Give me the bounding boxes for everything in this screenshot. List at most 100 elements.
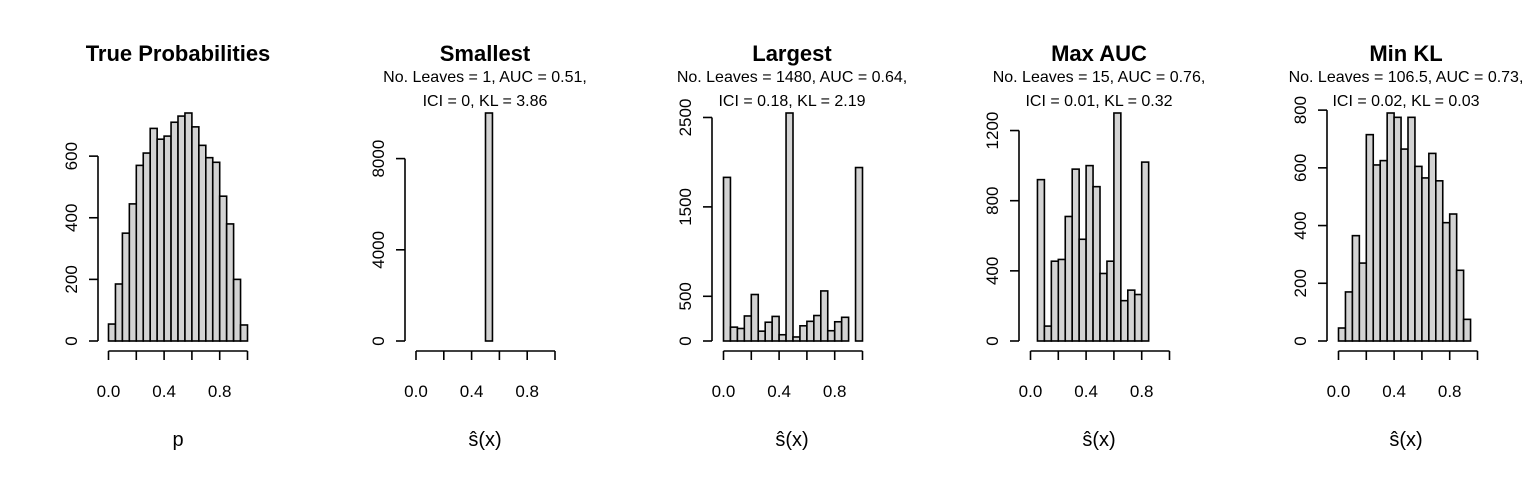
histogram-bar [785, 112, 794, 342]
histogram-bar [1099, 272, 1108, 342]
panel-4: Max AUC No. Leaves = 15, AUC = 0.76, ICI =… [983, 41, 1205, 451]
histogram-bar [764, 321, 773, 342]
histogram-bar [121, 232, 131, 342]
histogram-bar [1078, 238, 1087, 342]
x-axis-label: ŝ(x) [468, 429, 501, 451]
histogram-bar [1414, 165, 1423, 342]
histogram-bar [1036, 178, 1046, 342]
histogram-bar [1372, 164, 1381, 342]
histogram-bar [239, 324, 249, 342]
histogram-bar [1400, 148, 1409, 342]
y-tick-label: 500 [676, 282, 695, 310]
histogram-bar [1113, 112, 1122, 342]
histogram-bar [1085, 164, 1094, 342]
histogram-bar [757, 330, 766, 342]
histogram-bar [218, 195, 228, 342]
histogram-bar [191, 126, 200, 342]
x-tick-label: 0.8 [208, 382, 232, 401]
y-tick-label: 800 [983, 187, 1002, 215]
y-tick-label: 0 [983, 336, 1002, 345]
y-tick-label: 2500 [676, 99, 695, 137]
panel-subtitle-line: No. Leaves = 106.5, AUC = 0.73, [1289, 69, 1524, 86]
histogram-bar [1057, 258, 1067, 342]
histogram-bar [135, 164, 145, 342]
histogram-bar [142, 152, 151, 342]
y-tick-label: 0 [676, 336, 695, 345]
histogram-bar [177, 115, 186, 342]
histogram-bar [128, 203, 138, 342]
x-axis-label: ŝ(x) [775, 429, 808, 451]
histogram-bar [826, 329, 836, 342]
x-tick-label: 0.0 [1327, 382, 1351, 401]
y-tick-label: 200 [1291, 269, 1310, 297]
y-tick-label: 800 [1291, 96, 1310, 124]
histogram-bar [806, 320, 815, 342]
histogram-bar [1441, 221, 1451, 342]
x-tick-label: 0.4 [767, 382, 791, 401]
histogram-bar [833, 320, 843, 342]
y-tick-label: 400 [62, 204, 81, 232]
histogram-bar [813, 314, 822, 342]
x-tick-label: 0.4 [1382, 382, 1406, 401]
y-tick-label: 400 [1291, 211, 1310, 239]
histogram-bar [1351, 234, 1361, 342]
y-tick-label: 0 [62, 336, 81, 345]
histogram-bar [232, 278, 242, 342]
x-tick-label: 0.0 [404, 382, 428, 401]
histogram-bar [722, 176, 732, 342]
histogram-bar [1365, 133, 1375, 342]
histogram-bar [1358, 262, 1368, 342]
histogram-bar [1407, 116, 1416, 342]
panel-subtitle-line: No. Leaves = 15, AUC = 0.76, [993, 69, 1206, 86]
panel-subtitle-line: No. Leaves = 1, AUC = 0.51, [383, 69, 587, 86]
panel-subtitle-line: No. Leaves = 1480, AUC = 0.64, [677, 69, 907, 86]
histogram-bar [1120, 299, 1129, 342]
histogram-bar [1379, 159, 1388, 342]
y-tick-label: 600 [1291, 154, 1310, 182]
histogram-bar [1462, 318, 1472, 342]
histogram-bar [1448, 213, 1458, 342]
panel-title: Largest [752, 41, 832, 66]
y-tick-label: 600 [62, 142, 81, 170]
y-tick-label: 0 [369, 336, 388, 345]
x-tick-label: 0.8 [515, 382, 539, 401]
histogram-bar [1133, 293, 1143, 342]
histogram-bar [1071, 168, 1080, 342]
histogram-bar [149, 127, 158, 342]
panel-1: True Probabilities 0.0 0.4 0.8 p 0 200 400 600 [62, 41, 270, 451]
histogram-bar [799, 324, 808, 342]
y-tick-label: 0 [1291, 336, 1310, 345]
y-tick-label: 8000 [369, 140, 388, 178]
panel-title: Max AUC [1051, 41, 1147, 66]
histogram-bar [1140, 161, 1150, 342]
histogram-bar [1421, 177, 1430, 342]
x-axis-label: ŝ(x) [1082, 429, 1115, 451]
x-tick-label: 0.0 [712, 382, 736, 401]
x-tick-label: 0.4 [152, 382, 176, 401]
y-tick-label: 400 [983, 257, 1002, 285]
histogram-bar [1344, 291, 1354, 342]
histogram-bar [854, 166, 864, 342]
histogram-bar [205, 156, 214, 342]
histogram-bar [819, 290, 829, 342]
panel-title: True Probabilities [86, 41, 271, 66]
histogram-bar [163, 135, 172, 342]
histogram-bar [736, 327, 746, 342]
panel-subtitle-line: ICI = 0.02, KL = 0.03 [1332, 93, 1479, 110]
x-tick-label: 0.0 [1019, 382, 1043, 401]
histogram-bar [198, 144, 207, 342]
histogram-bar [1050, 260, 1060, 342]
y-tick-label: 4000 [369, 231, 388, 269]
panel-subtitle-line: ICI = 0.18, KL = 2.19 [718, 93, 865, 110]
histogram-bar [156, 138, 165, 342]
histogram-bar [771, 315, 780, 342]
histogram-bar [225, 223, 235, 342]
x-tick-label: 0.8 [1438, 382, 1462, 401]
histogram-bar [484, 112, 494, 342]
histogram-bar [840, 316, 850, 342]
panel-5: Min KL No. Leaves = 106.5, AUC = 0.73, ICI… [1289, 41, 1524, 451]
histogram-bar [1064, 215, 1073, 342]
histogram-bar [114, 283, 124, 342]
y-tick-label: 1500 [676, 188, 695, 226]
